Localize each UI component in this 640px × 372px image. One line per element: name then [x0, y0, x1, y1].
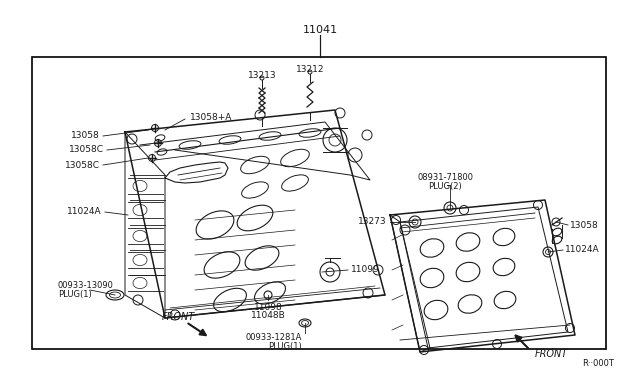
Text: R··000T: R··000T [582, 359, 614, 369]
Text: 11024A: 11024A [67, 208, 102, 217]
Text: 13058+A: 13058+A [190, 112, 232, 122]
Text: 11048B: 11048B [251, 311, 285, 321]
Text: 13213: 13213 [248, 71, 276, 80]
Text: 13212: 13212 [296, 65, 324, 74]
Bar [32, 57, 606, 349]
Text: 13058: 13058 [570, 221, 599, 230]
Text: 13058C: 13058C [65, 160, 100, 170]
Text: PLUG(2): PLUG(2) [428, 183, 462, 192]
Text: 11099: 11099 [351, 266, 380, 275]
Text: 13058: 13058 [71, 131, 100, 141]
Text: 00933-13090: 00933-13090 [58, 282, 114, 291]
Text: 11041: 11041 [303, 25, 337, 35]
Text: 11024A: 11024A [565, 246, 600, 254]
Text: 11098: 11098 [253, 302, 282, 311]
Text: 13273: 13273 [358, 218, 387, 227]
Text: 13058C: 13058C [69, 145, 104, 154]
Text: 00933-1281A: 00933-1281A [246, 334, 302, 343]
Text: FRONT: FRONT [161, 312, 195, 322]
Text: PLUG(1): PLUG(1) [268, 341, 302, 350]
Text: PLUG(1): PLUG(1) [58, 289, 92, 298]
Text: FRONT: FRONT [535, 349, 568, 359]
Text: 08931-71800: 08931-71800 [417, 173, 473, 183]
